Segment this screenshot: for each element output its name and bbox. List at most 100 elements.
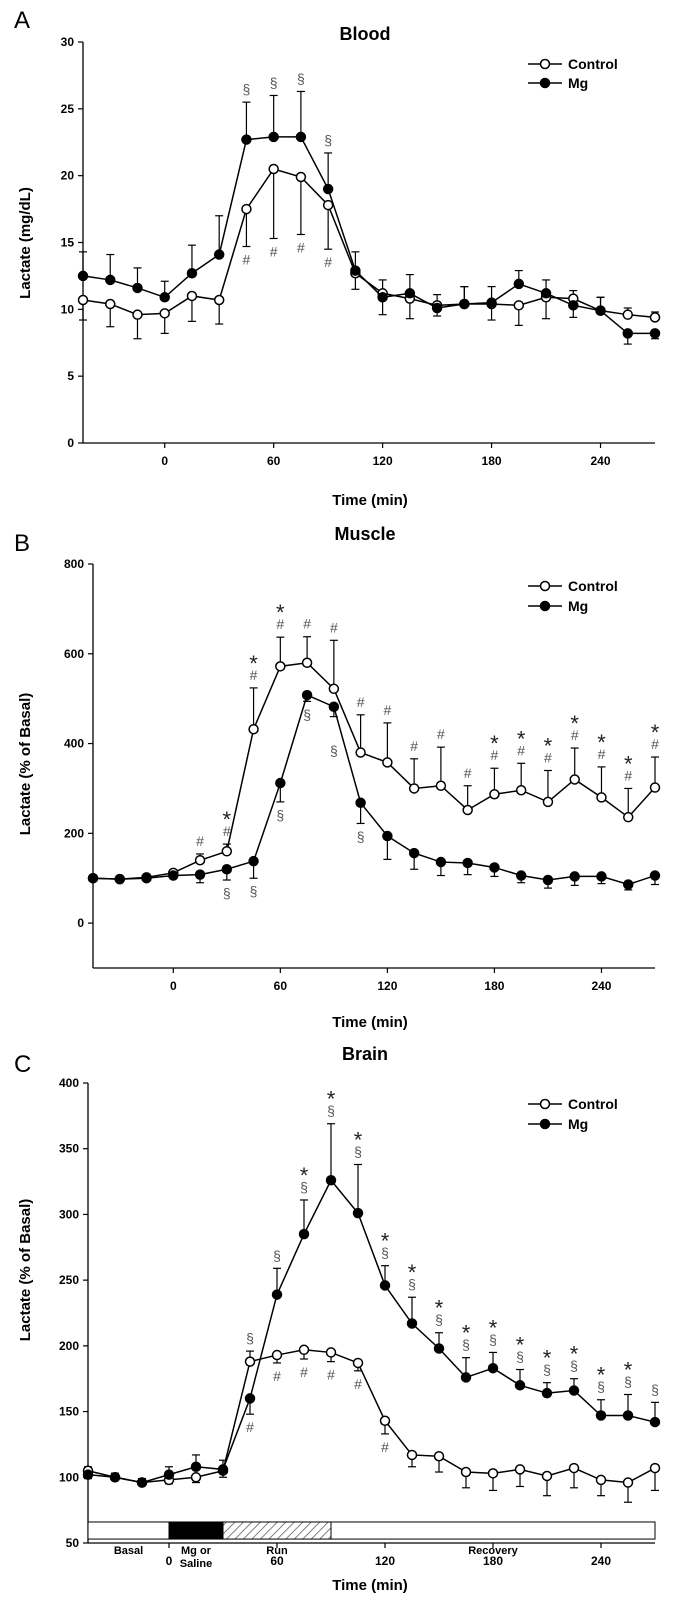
data-point xyxy=(301,657,313,669)
significance-mark: § xyxy=(624,1373,632,1389)
significance-mark: # xyxy=(381,1439,389,1455)
significance-mark: § xyxy=(297,70,305,86)
data-point xyxy=(241,134,252,145)
x-tick-label: 60 xyxy=(270,1554,284,1568)
series-control xyxy=(77,163,661,340)
data-point xyxy=(569,871,580,882)
data-point xyxy=(379,1280,391,1291)
significance-mark: § xyxy=(324,132,332,148)
data-point xyxy=(221,846,233,857)
panel-c-y-label: Lactate (% of Basal) xyxy=(17,1199,34,1342)
y-tick-label: 200 xyxy=(59,1339,79,1353)
y-tick-label: 800 xyxy=(64,557,84,571)
data-point xyxy=(186,290,198,302)
series-mg xyxy=(82,1123,661,1488)
x-tick-label: 180 xyxy=(484,979,504,993)
data-point xyxy=(77,270,89,282)
data-point xyxy=(515,870,527,881)
data-point xyxy=(595,1410,607,1421)
panel-b-y-label: Lactate (% of Basal) xyxy=(17,693,34,836)
significance-mark: * xyxy=(381,1229,390,1254)
significance-mark: * xyxy=(597,730,606,755)
significance-mark: § xyxy=(489,1331,497,1347)
data-point xyxy=(460,1466,472,1478)
series-line xyxy=(92,661,656,880)
panel-c-title: Brain xyxy=(342,1044,388,1064)
phase-label: Saline xyxy=(180,1558,212,1570)
data-point xyxy=(649,328,661,339)
x-tick-label: 180 xyxy=(482,454,502,468)
x-tick-label: 0 xyxy=(166,1554,173,1568)
significance-mark: # xyxy=(246,1419,254,1435)
data-point xyxy=(163,1469,175,1480)
significance-mark: # xyxy=(624,767,632,783)
legend-b-mg-marker xyxy=(539,600,551,612)
data-point xyxy=(298,1228,310,1240)
panel-a-letter: A xyxy=(14,7,30,34)
data-point xyxy=(271,1349,283,1361)
data-point xyxy=(295,171,307,183)
significance-mark: * xyxy=(490,731,499,756)
significance-mark: # xyxy=(571,727,579,743)
data-point xyxy=(622,1410,634,1421)
data-point xyxy=(487,1362,499,1374)
significance-mark: # xyxy=(303,616,311,632)
significance-mark: § xyxy=(597,1379,605,1395)
significance-mark: § xyxy=(327,1103,335,1119)
phase-segment xyxy=(222,1521,332,1540)
significance-mark: # xyxy=(544,749,552,765)
significance-mark: # xyxy=(196,833,204,849)
significance-mark: § xyxy=(381,1245,389,1261)
panel-c-letter: C xyxy=(14,1051,31,1078)
panel-b-title: Muscle xyxy=(334,524,395,544)
data-point xyxy=(622,309,634,320)
data-point xyxy=(295,131,307,143)
panel-a: A Blood Time (min) Lactate (mg/dL) 0 5 10 1… xyxy=(14,7,661,509)
data-point xyxy=(596,871,607,882)
data-point xyxy=(595,1474,607,1486)
legend-a-control-label: Control xyxy=(568,56,618,72)
legend-c-mg-marker xyxy=(539,1118,551,1130)
legend-b-mg-label: Mg xyxy=(568,598,588,614)
significance-marks: §#§#§*#§*#§*#§*#§*§*§* §*§*§* §*§* §*§ xyxy=(246,1087,659,1455)
significance-mark: * xyxy=(462,1321,471,1346)
data-point xyxy=(190,1472,202,1483)
data-point xyxy=(406,1318,418,1329)
significance-mark: * xyxy=(327,1087,336,1112)
data-point xyxy=(489,862,500,873)
significance-mark: * xyxy=(276,600,285,625)
legend-c-mg-label: Mg xyxy=(568,1116,588,1132)
data-point xyxy=(433,1343,445,1354)
data-point xyxy=(159,308,170,319)
phase-label: Run xyxy=(266,1545,288,1557)
significance-mark: # xyxy=(464,765,472,781)
data-point xyxy=(244,1393,256,1404)
data-point xyxy=(322,183,334,195)
data-point xyxy=(408,783,420,794)
y-tick-label: 150 xyxy=(59,1405,79,1419)
x-tick-label: 240 xyxy=(591,1554,611,1568)
significance-marks: ##*§#*§#*§#§#§#§#####* #*#* #*#*#*#* xyxy=(196,600,660,901)
data-point xyxy=(649,1462,661,1474)
data-point xyxy=(325,1175,337,1186)
panel-c-axes: 50 100 150 200 250 300 350 400 0 60 120 180 240 § # § # §… xyxy=(59,1076,661,1568)
data-point xyxy=(649,312,661,323)
significance-mark: § xyxy=(543,1362,551,1378)
significance-mark: # xyxy=(491,747,499,763)
significance-mark: * xyxy=(516,1333,525,1358)
x-tick-label: 60 xyxy=(274,979,288,993)
significance-mark: § xyxy=(435,1312,443,1328)
data-point xyxy=(275,661,286,672)
data-point xyxy=(622,1477,634,1488)
data-point xyxy=(186,267,198,279)
significance-mark: § xyxy=(357,828,365,844)
panel-c-legend: Control Mg xyxy=(528,1096,618,1132)
data-point xyxy=(541,1470,553,1482)
significance-mark: # xyxy=(354,1376,362,1392)
significance-mark: § xyxy=(462,1337,470,1353)
x-tick-label: 120 xyxy=(375,1554,395,1568)
data-point xyxy=(433,1451,445,1462)
phase-label: Basal xyxy=(114,1545,143,1557)
x-tick-label: 240 xyxy=(591,979,611,993)
